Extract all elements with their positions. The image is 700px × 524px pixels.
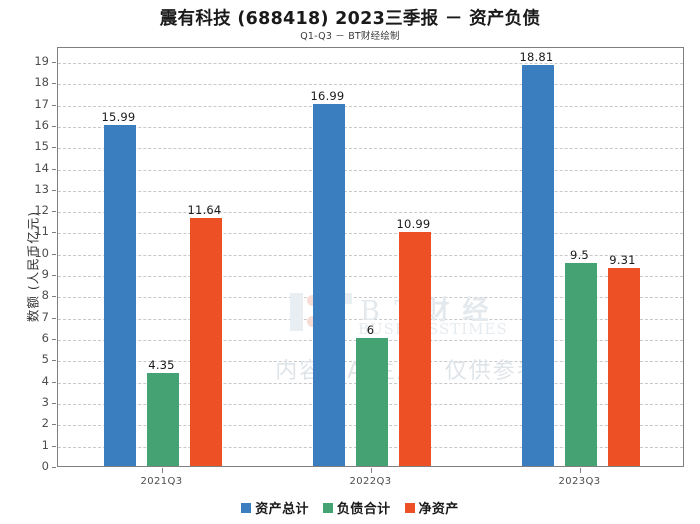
gridline (58, 318, 683, 320)
legend-item[interactable]: 负债合计 (322, 498, 391, 517)
bar-value-label: 9.5 (570, 248, 589, 263)
chart-legend: 资产总计 负债合计 净资产 (0, 498, 700, 517)
bar[interactable] (398, 231, 431, 466)
bar-value-label: 10.99 (396, 216, 431, 231)
y-tick-label: 12 (34, 203, 49, 218)
y-tick-mark (52, 317, 56, 319)
chart-subtitle: Q1-Q3 － BT财经绘制 (300, 31, 400, 42)
y-tick-label: 5 (41, 352, 49, 367)
y-tick-label: 3 (41, 395, 49, 410)
gridline (58, 148, 683, 150)
y-tick-label: 4 (41, 373, 49, 388)
y-tick-label: 18 (34, 75, 49, 90)
y-tick-mark (52, 296, 56, 298)
y-tick-label: 11 (34, 224, 49, 239)
bar-value-label: 9.31 (609, 252, 636, 267)
y-tick-label: 9 (41, 267, 49, 282)
y-tick-label: 0 (41, 459, 49, 473)
y-tick-mark (52, 147, 56, 149)
y-tick-mark (52, 403, 56, 405)
gridline (58, 84, 683, 86)
gridline (58, 126, 683, 128)
y-tick-mark (52, 211, 56, 213)
bar-value-label: 18.81 (519, 49, 554, 64)
y-tick-mark (52, 189, 56, 191)
legend-swatch-icon (322, 502, 333, 513)
legend-label: 资产总计 (255, 502, 309, 517)
legend-label: 净资产 (418, 502, 459, 517)
gridline (58, 233, 683, 235)
bar[interactable] (521, 64, 554, 466)
legend-label: 负债合计 (336, 502, 391, 517)
y-tick-mark (52, 232, 56, 234)
bar[interactable] (312, 103, 345, 466)
y-tick-label: 8 (41, 288, 49, 303)
bar[interactable] (564, 263, 597, 466)
y-tick-mark (52, 445, 56, 447)
bar[interactable] (355, 338, 388, 466)
y-tick-mark (52, 339, 56, 341)
gridline (58, 297, 683, 299)
y-tick-mark (52, 381, 56, 383)
y-tick-label: 17 (34, 96, 49, 111)
y-tick-mark (52, 424, 56, 426)
chart-title: 震有科技 (688418) 2023三季报 － 资产负债 (159, 9, 541, 29)
watermark-brand-cn: 财 经 (423, 296, 491, 326)
bar-value-label: 15.99 (101, 110, 136, 125)
y-tick-label: 6 (41, 331, 49, 346)
legend-item[interactable]: 资产总计 (241, 498, 309, 517)
y-tick-mark (52, 168, 56, 170)
gridline (58, 276, 683, 278)
y-tick-mark (52, 360, 56, 362)
x-tick-label: 2021Q3 (140, 476, 183, 487)
y-tick-label: 15 (34, 139, 49, 154)
bar-value-label: 6 (366, 323, 375, 338)
y-tick-mark (52, 253, 56, 255)
y-tick-mark (52, 467, 56, 468)
y-tick-mark (52, 61, 56, 63)
x-tick-label: 2023Q3 (558, 476, 601, 487)
y-tick-mark (52, 83, 56, 85)
gridline (58, 190, 683, 192)
y-tick-label: 14 (34, 160, 49, 175)
legend-swatch-icon (241, 502, 252, 513)
gridline (58, 169, 683, 171)
bar[interactable] (146, 373, 179, 466)
x-tick-mark (579, 468, 581, 473)
bar-value-label: 16.99 (310, 88, 345, 103)
gridline (58, 105, 683, 107)
x-tick-mark (161, 468, 163, 473)
y-tick-mark (52, 125, 56, 127)
bar[interactable] (189, 217, 222, 466)
y-tick-label: 16 (34, 117, 49, 132)
gridline (58, 254, 683, 256)
gridline (58, 212, 683, 214)
y-tick-label: 10 (34, 245, 49, 260)
x-tick-label: 2022Q3 (349, 476, 392, 487)
legend-item[interactable]: 净资产 (404, 498, 459, 517)
bar-value-label: 11.64 (187, 202, 222, 217)
y-tick-label: 13 (34, 181, 49, 196)
bar[interactable] (103, 125, 136, 466)
gridline (58, 62, 683, 64)
y-tick-label: 2 (41, 416, 49, 431)
y-tick-mark (52, 275, 56, 277)
bar[interactable] (607, 267, 640, 466)
y-tick-label: 19 (34, 53, 49, 68)
y-tick-mark (52, 104, 56, 106)
y-tick-label: 1 (41, 437, 49, 452)
legend-swatch-icon (404, 502, 415, 513)
y-tick-label: 7 (41, 309, 49, 324)
x-tick-mark (370, 468, 372, 473)
bar-value-label: 4.35 (148, 358, 175, 373)
